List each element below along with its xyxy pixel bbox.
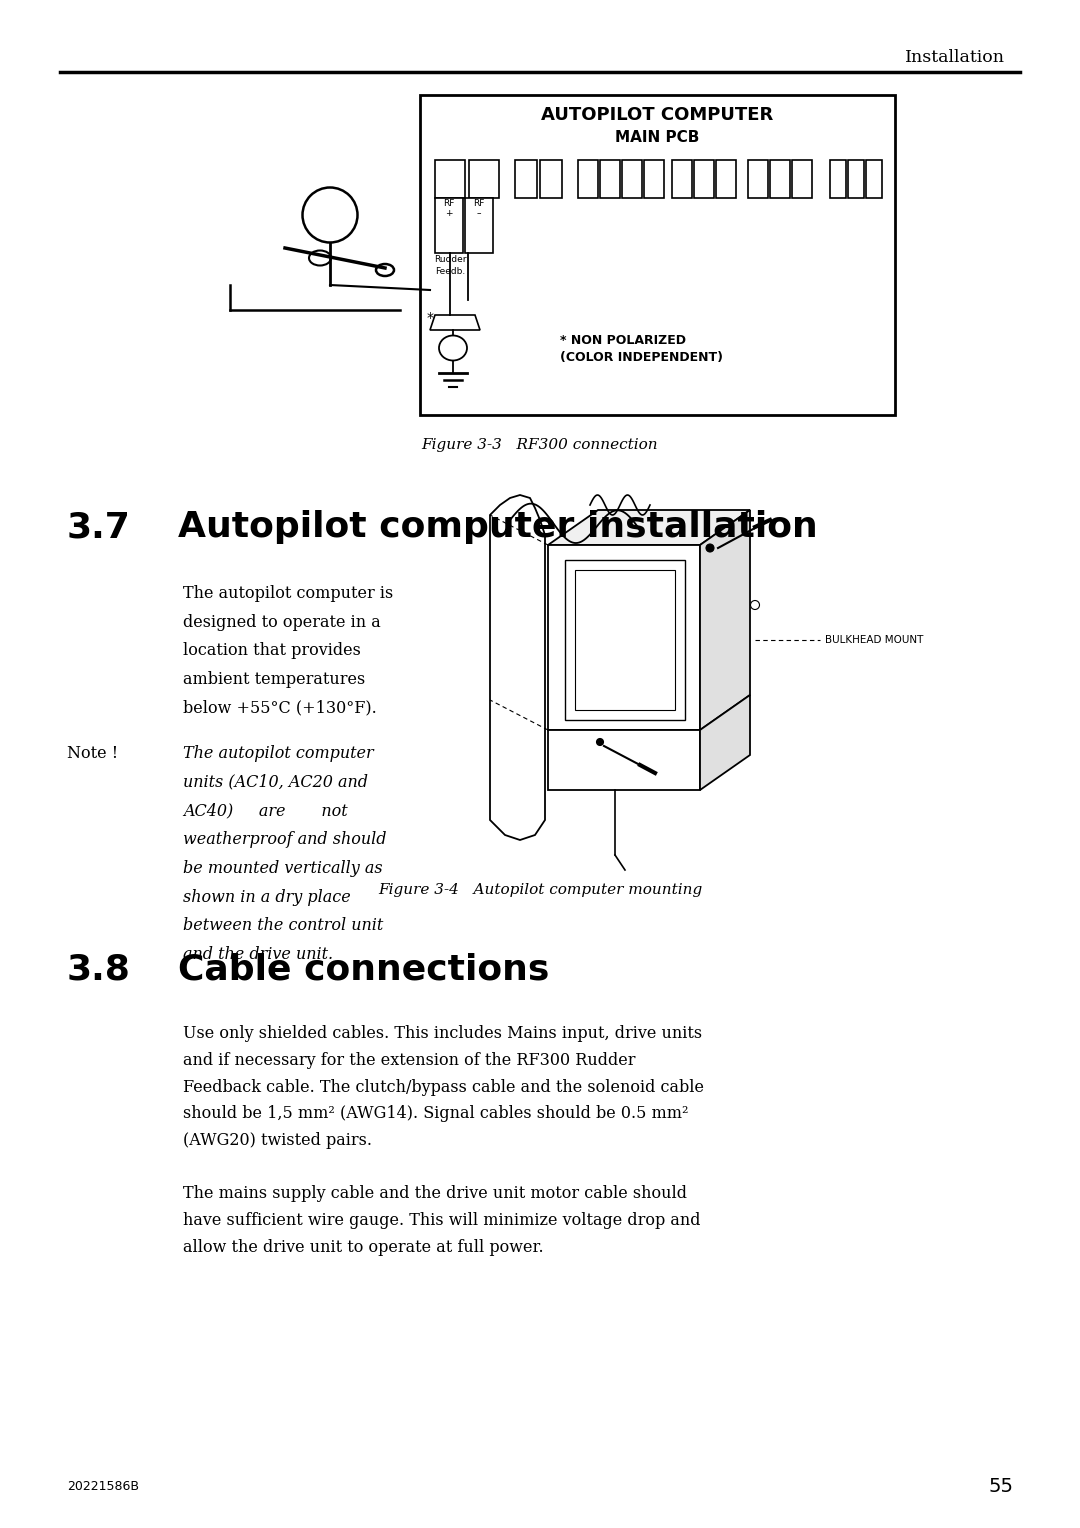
- Text: 55: 55: [988, 1478, 1013, 1496]
- Polygon shape: [548, 730, 700, 790]
- Polygon shape: [548, 510, 750, 545]
- Ellipse shape: [706, 544, 714, 552]
- Bar: [465, 199, 492, 254]
- Polygon shape: [565, 559, 685, 720]
- Bar: [600, 160, 620, 199]
- Text: +: +: [445, 209, 453, 219]
- Text: Figure 3-3   RF300 connection: Figure 3-3 RF300 connection: [421, 439, 659, 452]
- Text: Rudder: Rudder: [434, 255, 467, 264]
- Text: AUTOPILOT COMPUTER: AUTOPILOT COMPUTER: [541, 105, 773, 124]
- Bar: [644, 160, 664, 199]
- Text: The autopilot computer is
designed to operate in a
location that provides
ambien: The autopilot computer is designed to op…: [183, 585, 393, 717]
- Text: Note !: Note !: [67, 746, 118, 762]
- Ellipse shape: [751, 601, 759, 610]
- Text: RF: RF: [473, 200, 485, 208]
- Bar: [694, 160, 714, 199]
- Ellipse shape: [596, 738, 604, 746]
- Text: Use only shielded cables. This includes Mains input, drive units
and if necessar: Use only shielded cables. This includes …: [183, 1025, 704, 1149]
- Text: 3.8: 3.8: [67, 953, 131, 987]
- Bar: [672, 160, 692, 199]
- Polygon shape: [700, 695, 750, 790]
- Text: 3.7: 3.7: [67, 510, 131, 544]
- Text: Cable connections: Cable connections: [178, 953, 550, 987]
- Text: *: *: [427, 312, 433, 325]
- Text: RF: RF: [443, 200, 455, 208]
- Bar: [420, 95, 895, 416]
- Text: The autopilot computer
units (AC10, AC20 and
AC40)     are       not
weatherproo: The autopilot computer units (AC10, AC20…: [183, 746, 387, 963]
- Text: (COLOR INDEPENDENT): (COLOR INDEPENDENT): [561, 351, 723, 365]
- Polygon shape: [430, 315, 480, 330]
- Bar: [792, 160, 812, 199]
- Text: Installation: Installation: [905, 49, 1005, 66]
- Ellipse shape: [309, 251, 330, 266]
- Bar: [748, 160, 768, 199]
- Bar: [540, 160, 562, 199]
- Bar: [435, 199, 463, 254]
- Bar: [866, 160, 882, 199]
- Text: –: –: [476, 209, 482, 219]
- Bar: [622, 160, 642, 199]
- Text: MAIN PCB: MAIN PCB: [616, 130, 700, 145]
- Bar: [848, 160, 864, 199]
- Bar: [770, 160, 789, 199]
- Ellipse shape: [376, 264, 394, 277]
- Text: 20221586B: 20221586B: [67, 1481, 139, 1493]
- Bar: [515, 160, 537, 199]
- Text: Autopilot computer installation: Autopilot computer installation: [178, 510, 818, 544]
- Polygon shape: [490, 495, 545, 840]
- Bar: [831, 160, 846, 199]
- Bar: [435, 160, 465, 199]
- Text: The mains supply cable and the drive unit motor cable should
have sufficient wir: The mains supply cable and the drive uni…: [183, 1186, 701, 1256]
- Text: Feedb.: Feedb.: [435, 267, 465, 277]
- Polygon shape: [700, 510, 750, 730]
- Polygon shape: [548, 545, 700, 730]
- Text: Figure 3-4   Autopilot computer mounting: Figure 3-4 Autopilot computer mounting: [378, 883, 702, 897]
- Bar: [578, 160, 598, 199]
- Bar: [469, 160, 499, 199]
- Ellipse shape: [302, 188, 357, 243]
- Text: * NON POLARIZED: * NON POLARIZED: [561, 333, 686, 347]
- Text: BULKHEAD MOUNT: BULKHEAD MOUNT: [825, 636, 923, 645]
- Ellipse shape: [438, 336, 467, 361]
- Bar: [716, 160, 735, 199]
- Polygon shape: [575, 570, 675, 711]
